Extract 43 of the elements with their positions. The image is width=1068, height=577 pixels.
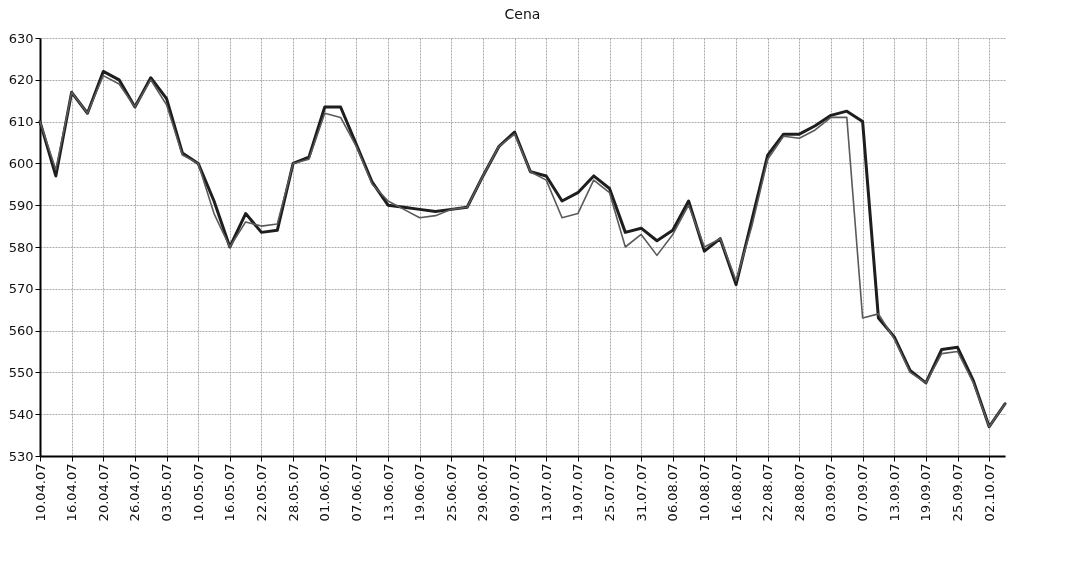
x-tick-label: 10.04.07: [32, 463, 48, 522]
x-tick-label: 07.06.07: [348, 463, 364, 522]
y-tick-label: 530: [8, 448, 34, 464]
y-tick-label: 580: [8, 239, 34, 255]
x-tick-label: 22.05.07: [253, 463, 269, 522]
x-tick-label: 20.04.07: [95, 463, 111, 522]
y-tick-label: 570: [8, 281, 34, 297]
x-tick-label: 07.09.07: [855, 463, 871, 522]
x-tick-label: 28.05.07: [285, 463, 301, 522]
x-tick-label: 13.07.07: [538, 463, 554, 522]
y-tick-label: 610: [8, 114, 34, 130]
x-tick-label: 26.04.07: [127, 463, 143, 522]
x-tick-label: 31.07.07: [633, 463, 649, 522]
x-tick-label: 02.10.07: [981, 463, 997, 522]
x-tick-label: 19.07.07: [570, 463, 586, 522]
x-tick-label: 19.09.07: [918, 463, 934, 522]
x-tick-label: 03.05.07: [159, 463, 175, 522]
y-tick-label: 600: [8, 155, 34, 171]
x-tick-label: 13.09.07: [886, 463, 902, 522]
x-tick-label: 09.07.07: [507, 463, 523, 522]
x-tick-label: 10.08.07: [696, 463, 712, 522]
x-tick-label: 16.08.07: [728, 463, 744, 522]
x-tick-label: 01.06.07: [317, 463, 333, 522]
x-tick-label: 25.07.07: [602, 463, 618, 522]
y-tick-label: 630: [8, 30, 34, 46]
x-tick-label: 28.08.07: [791, 463, 807, 522]
x-tick-label: 03.09.07: [823, 463, 839, 522]
x-tick-label: 25.06.07: [443, 463, 459, 522]
x-tick-label: 19.06.07: [412, 463, 428, 522]
y-tick-label: 590: [8, 197, 34, 213]
y-tick-label: 540: [8, 406, 34, 422]
chart-title: Cena: [504, 6, 541, 22]
x-tick-label: 10.05.07: [190, 463, 206, 522]
y-tick-label: 550: [8, 364, 34, 380]
x-tick-label: 22.08.07: [760, 463, 776, 522]
x-tick-label: 16.05.07: [222, 463, 238, 522]
y-tick-label: 620: [8, 72, 34, 88]
y-tick-label: 560: [8, 323, 34, 339]
x-tick-label: 25.09.07: [950, 463, 966, 522]
x-tick-label: 29.06.07: [475, 463, 491, 522]
x-tick-label: 13.06.07: [380, 463, 396, 522]
x-tick-label: 16.04.07: [64, 463, 80, 522]
x-tick-label: 06.08.07: [665, 463, 681, 522]
